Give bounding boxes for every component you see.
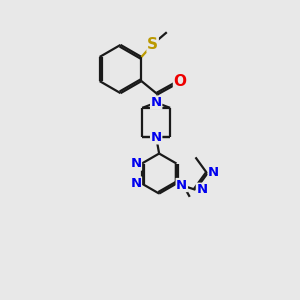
Text: N: N <box>130 177 142 190</box>
Text: N: N <box>176 178 187 191</box>
Text: S: S <box>147 37 158 52</box>
Text: N: N <box>196 183 208 196</box>
Text: O: O <box>173 74 187 89</box>
Text: N: N <box>208 166 219 178</box>
Text: N: N <box>151 96 162 109</box>
Text: N: N <box>130 157 142 170</box>
Text: N: N <box>151 131 162 144</box>
